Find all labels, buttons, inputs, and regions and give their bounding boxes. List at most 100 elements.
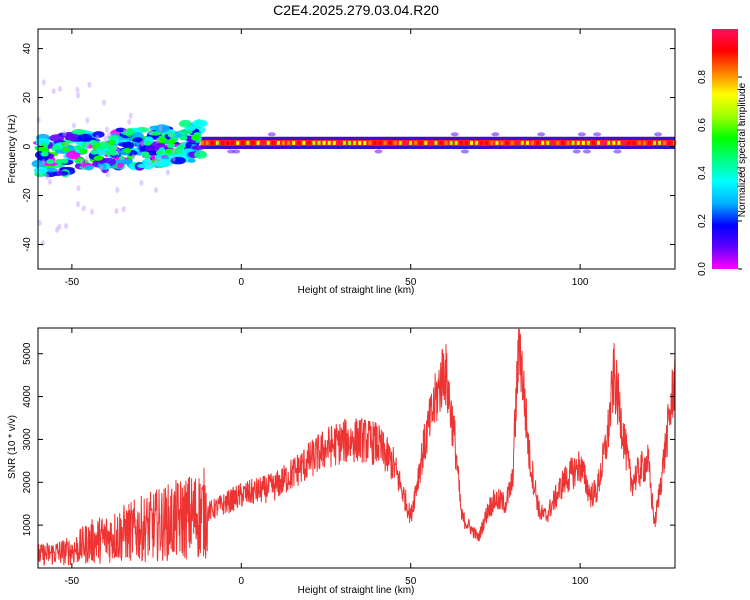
dominant-line-cell [632,140,636,145]
spectrogram-blob [121,158,132,165]
dominant-line-cell [358,140,362,145]
spectrogram-core [79,148,88,154]
dominant-line-cell [500,140,504,145]
snr-x-ticks: -50 0 50 100 [65,328,589,587]
spectrogram-wisp [104,126,109,133]
y-tick-label: 1000 [22,514,33,537]
spectrogram-wisp [115,186,120,193]
dominant-line-cell [388,140,392,145]
spectrogram-blob [191,145,207,150]
dominant-line-cell [236,140,240,145]
dominant-line-cell [556,140,560,145]
spectrogram-wisp [154,159,159,166]
dominant-line-cell [231,140,235,145]
spectrogram-wisp [116,149,121,156]
colorbar-tick-label: 0.2 [697,214,708,228]
spectrogram-blob [132,137,143,143]
snr-frame [37,327,676,569]
dominant-line-halo [654,132,663,137]
spectrogram-wisp [127,118,132,125]
x-tick-label: 50 [405,576,417,587]
dominant-line-cell [271,140,275,145]
spectrogram-wisp [36,117,41,124]
y-tick-label: -20 [22,188,33,203]
dominant-line-cell [337,140,341,145]
spectrogram-blob [187,158,196,163]
x-tick-label: 100 [572,576,589,587]
dominant-line-cell [505,140,509,145]
spectrogram-core [141,151,150,157]
dominant-line-cell [520,140,524,145]
dominant-line-cell [541,140,545,145]
dominant-line-cell [261,140,265,145]
dominant-line-halo [613,149,622,154]
y-tick-label: 40 [22,43,33,55]
dominant-line-halo [267,132,276,137]
spectrogram-x-ticks: -50 0 50 100 [65,29,589,288]
spectrogram-wisp [95,134,100,141]
dominant-line-cell [281,140,285,145]
dominant-line-cell [581,140,585,145]
dominant-line-cell [454,140,458,145]
dominant-line-cell [297,140,301,145]
spectrogram-wisp [105,171,110,178]
spectrogram-wisp [57,223,62,230]
dominant-line-cell [551,140,555,145]
spectrogram-blob [178,119,192,128]
spectrogram-wisp [81,205,86,212]
dominant-line-cell [525,140,529,145]
spectrogram-core [52,144,61,150]
spectrogram-wisp [64,223,69,230]
snr-panel: -50 0 50 100 1000 2000 3000 4000 5000 Height of… [7,327,676,596]
spectrogram-wisp [158,156,163,163]
y-tick-label: 2000 [22,471,33,494]
dominant-line-cell [434,140,438,145]
dominant-line-cell [383,140,387,145]
dominant-line-cell [602,140,606,145]
spectrogram-wisp [79,159,84,166]
dominant-line-cell [256,140,260,145]
spectrogram-blob [92,131,105,138]
dominant-line-cell [576,140,580,145]
spectrogram-marks [31,79,677,247]
dominant-line-halo [582,149,591,154]
spectrogram-blob [178,129,193,135]
dominant-line-cell [663,140,667,145]
x-tick-label: 0 [239,576,245,587]
dominant-line-cell [480,140,484,145]
spectrogram-wisp [123,127,128,134]
dominant-line-cell [622,140,626,145]
dominant-line-cell [226,140,230,145]
dominant-line-cell [398,140,402,145]
spectrogram-core [40,151,49,157]
spectrogram-blob [185,141,192,149]
spectrogram-wisp [153,186,158,193]
spectrogram-wisp [40,240,45,247]
colorbar-label: Normalized spectral amplitude [737,82,748,217]
spectrogram-wisp [107,132,112,139]
y-tick-label: 5000 [22,342,33,365]
spectrogram-wisp [114,208,119,215]
spectrogram-y-label: Frequency (Hz) [7,115,18,184]
dominant-line-cell [215,140,219,145]
spectrogram-wisp [41,158,46,165]
dominant-line-cell [439,140,443,145]
dominant-line-cell [642,140,646,145]
spectrogram-wisp [58,85,63,92]
spectrogram-wisp [128,112,133,119]
spectrogram-wisp [148,160,153,167]
spectrogram-core [179,135,188,141]
dominant-line-halo [232,149,241,154]
dominant-line-cell [332,140,336,145]
dominant-line-halo [374,149,383,154]
spectrogram-core [62,147,71,153]
dominant-line-cell [210,140,214,145]
spectrogram-blob [118,142,134,147]
colorbar-tick-label: 0.8 [697,70,708,84]
dominant-line-cell [302,140,306,145]
spectrogram-wisp [90,208,95,215]
spectrogram-wisp [37,219,42,226]
dominant-line-cell [393,140,397,145]
spectrogram-core [97,144,106,150]
dominant-line-core [200,139,675,146]
